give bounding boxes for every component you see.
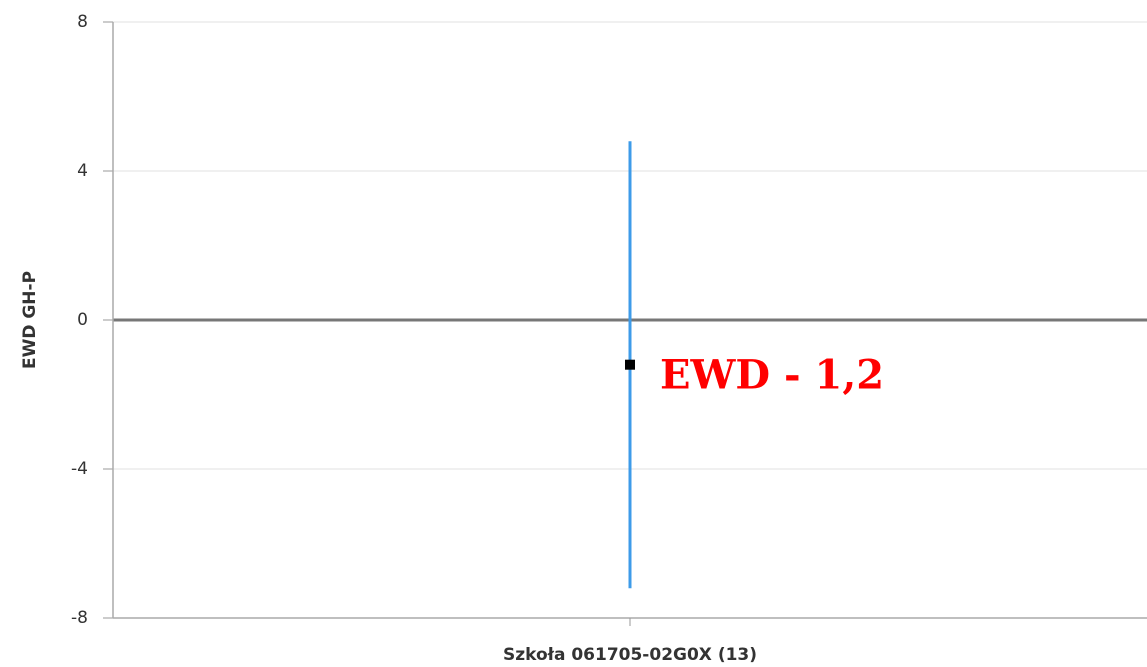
point [625, 359, 635, 370]
y-tick-label: 0 [77, 310, 88, 330]
y-axis-title: EWD GH-P [20, 271, 40, 369]
y-tick-label: 8 [77, 12, 88, 32]
value-label: EWD - 1,2 [660, 352, 884, 399]
y-tick-label: 4 [77, 161, 88, 181]
x-tick-label: Szkoła 061705-02G0X (13) [503, 645, 757, 665]
y-tick-label: -8 [71, 608, 88, 628]
y-tick-label: -4 [71, 459, 88, 479]
